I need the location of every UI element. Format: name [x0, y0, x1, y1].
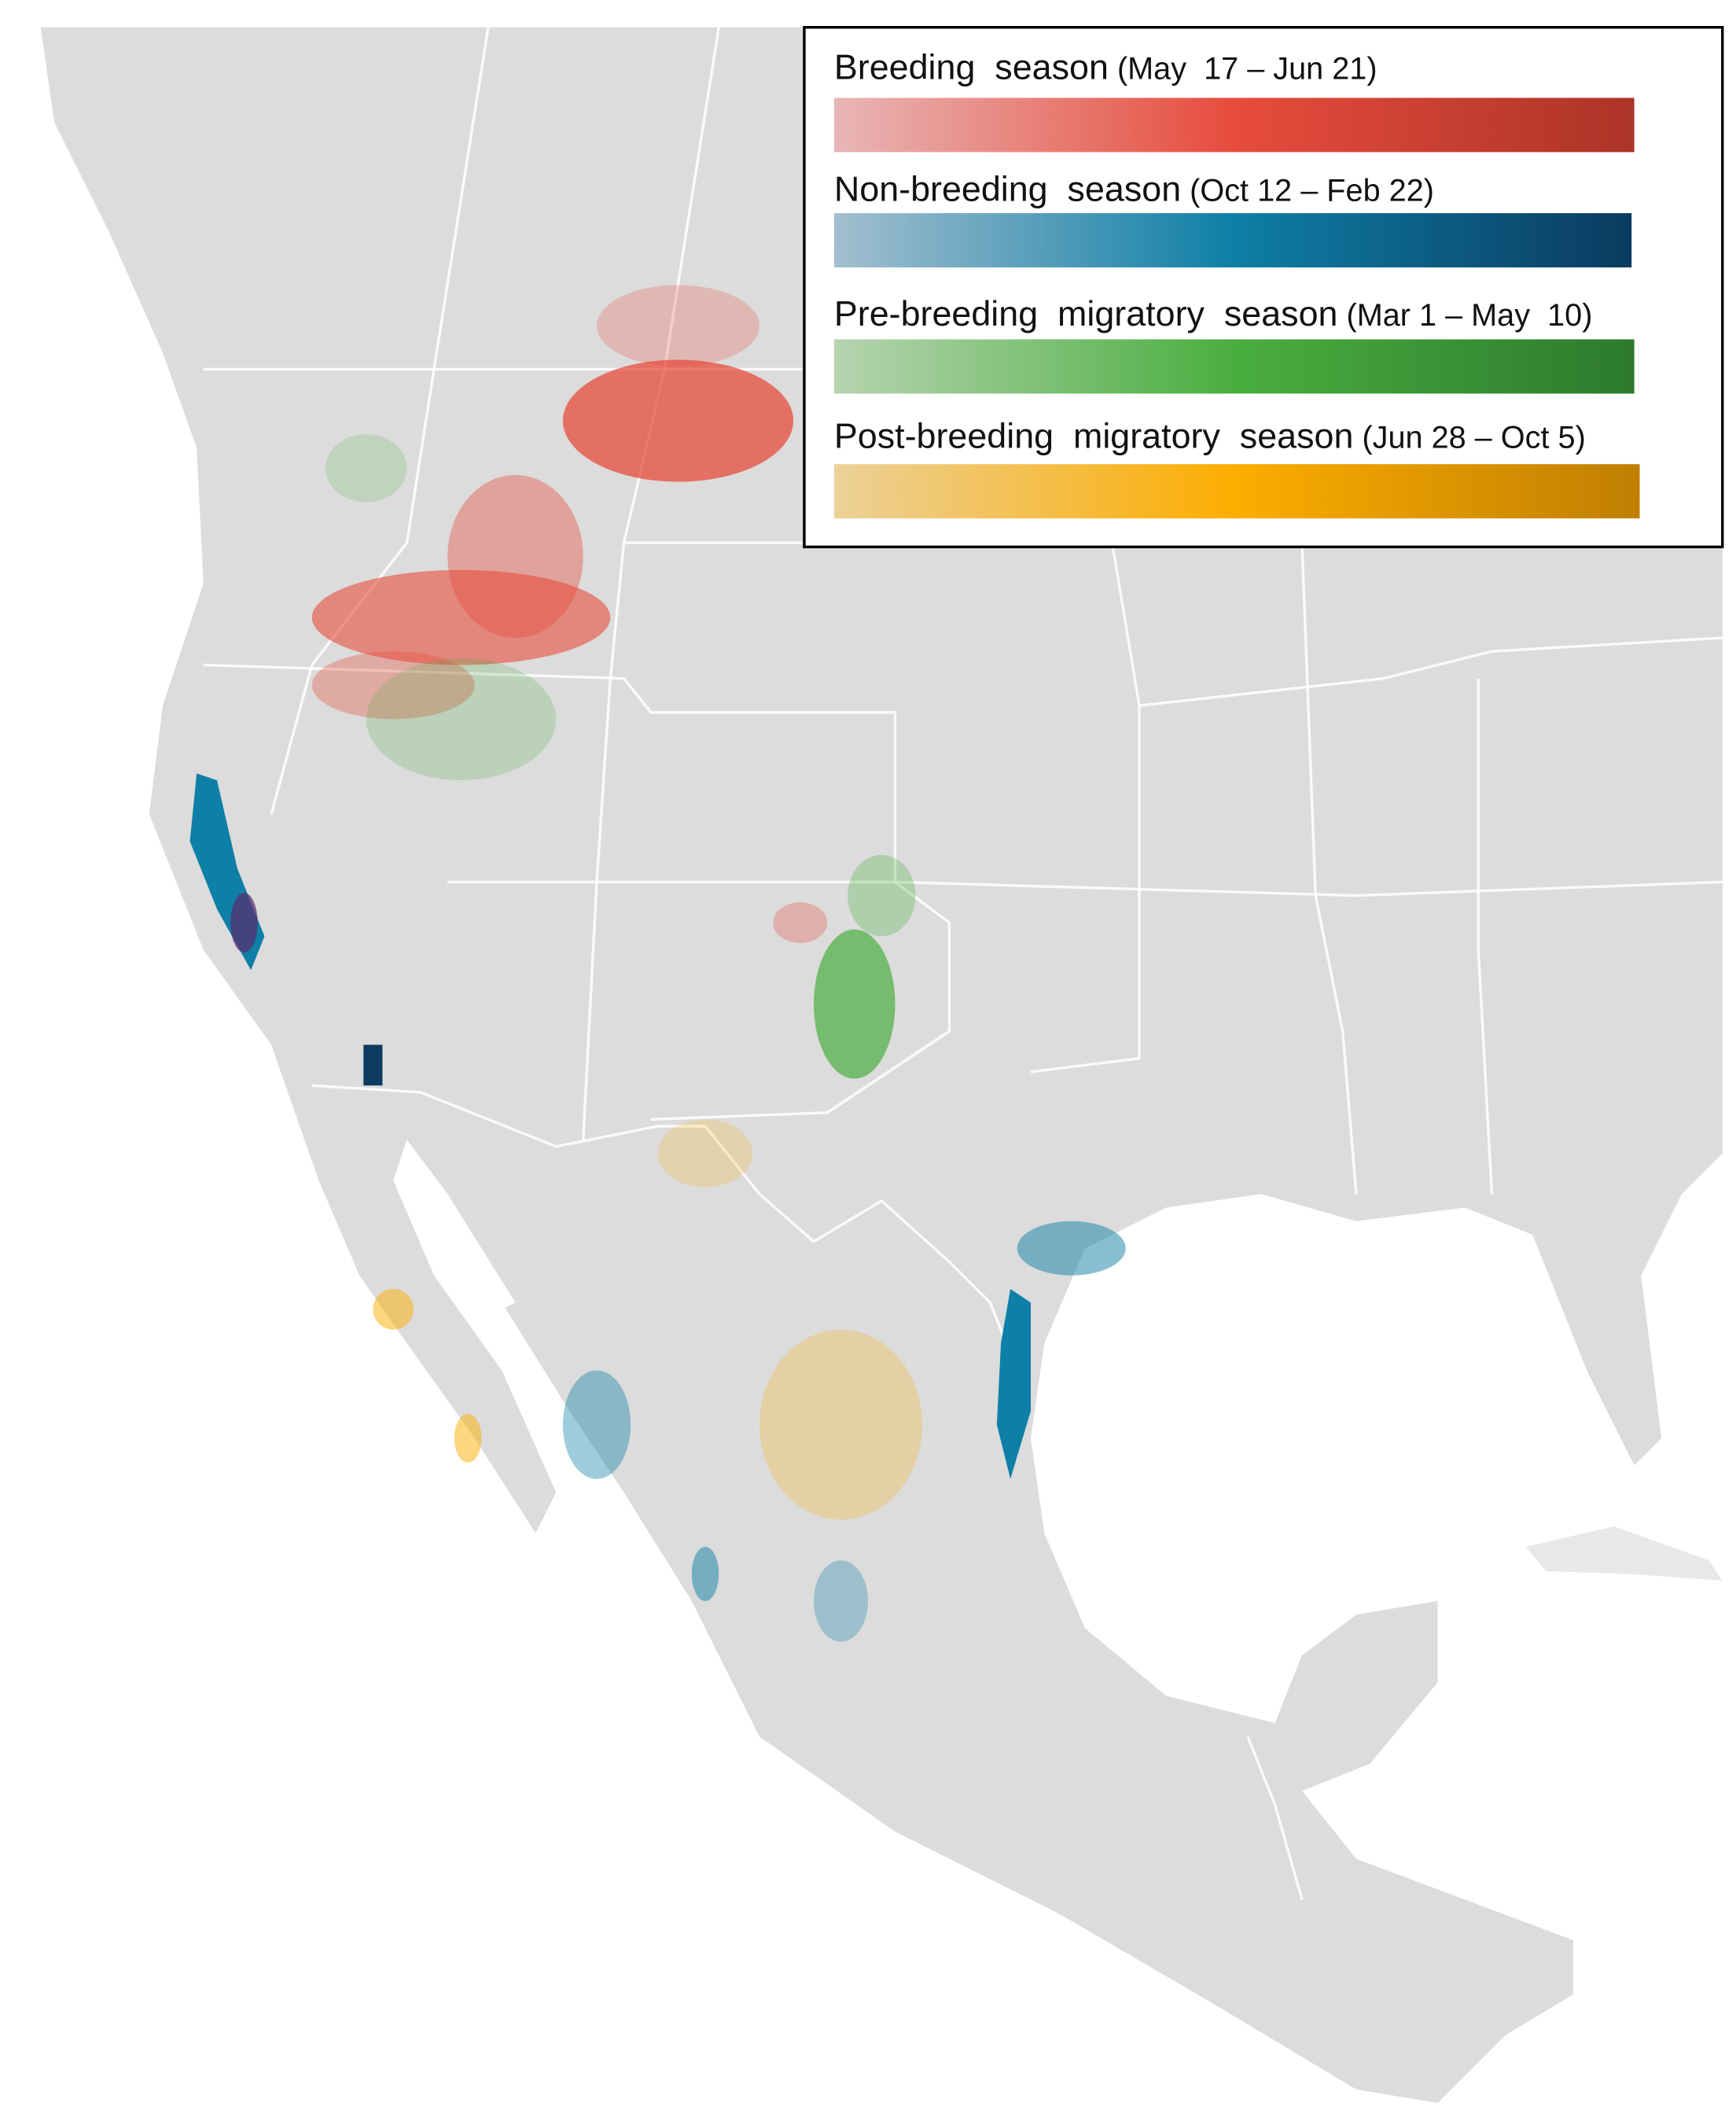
border [447, 880, 1723, 897]
border [311, 1084, 1019, 1372]
legend-label: Post-breeding migratory season (Jun 28 –… [834, 415, 1586, 455]
season-name: Breeding season [834, 46, 1109, 87]
breeding-range [447, 474, 583, 638]
breeding-range [562, 359, 794, 482]
nonbreeding-range [230, 893, 258, 953]
season-dates: (May 17 – Jun 21) [1117, 51, 1377, 86]
border [1300, 543, 1358, 1195]
premigratory-range [814, 929, 896, 1079]
color-bar [833, 339, 1635, 394]
nonbreeding-range [562, 1370, 631, 1479]
nonbreeding-range [691, 1546, 719, 1601]
border [582, 27, 720, 1140]
spacer [1109, 51, 1117, 86]
border [270, 27, 490, 815]
premigratory-range [326, 434, 407, 503]
legend-label: Non-breeding season (Oct 12 – Feb 22) [834, 169, 1434, 209]
nonbreeding-range [363, 1044, 383, 1086]
season-name: Post-breeding migratory season [834, 415, 1354, 455]
premigratory-range [848, 854, 916, 937]
breeding-range [773, 902, 828, 944]
premigratory-range [366, 657, 557, 781]
postmigratory-range [760, 1329, 922, 1520]
spacer [1353, 420, 1362, 455]
postmigratory-range [373, 1288, 414, 1330]
spacer [1337, 298, 1346, 333]
color-bar [833, 213, 1632, 268]
border [1138, 636, 1723, 707]
gulf-of-california [399, 1140, 516, 1317]
border [1246, 1736, 1304, 1900]
breeding-range [311, 651, 475, 720]
nonbreeding-range [814, 1560, 868, 1642]
cuba [1525, 1526, 1723, 1581]
nonbreeding-range [996, 1288, 1031, 1479]
nonbreeding-range [1017, 1221, 1126, 1276]
legend: Breeding season (May 17 – Jun 21) Non-bre… [803, 26, 1724, 549]
postmigratory-range [657, 1119, 753, 1188]
ranges [189, 285, 1126, 1642]
season-name: Pre-breeding migratory season [834, 293, 1338, 333]
season-dates: (Jun 28 – Oct 5) [1362, 420, 1585, 455]
legend-label: Pre-breeding migratory season (Mar 1 – M… [834, 293, 1593, 333]
breeding-range [597, 285, 760, 366]
season-name: Non-breeding season [834, 169, 1181, 209]
season-dates: (Oct 12 – Feb 22) [1190, 174, 1434, 208]
border [1477, 678, 1494, 1195]
color-bar [833, 464, 1640, 519]
spacer [1181, 174, 1190, 208]
breeding-range [311, 569, 611, 665]
borders [203, 27, 1723, 1900]
season-dates: (Mar 1 – May 10) [1346, 298, 1592, 333]
legend-label: Breeding season (May 17 – Jun 21) [834, 46, 1377, 87]
postmigratory-range [454, 1413, 482, 1463]
color-bar [833, 98, 1635, 153]
